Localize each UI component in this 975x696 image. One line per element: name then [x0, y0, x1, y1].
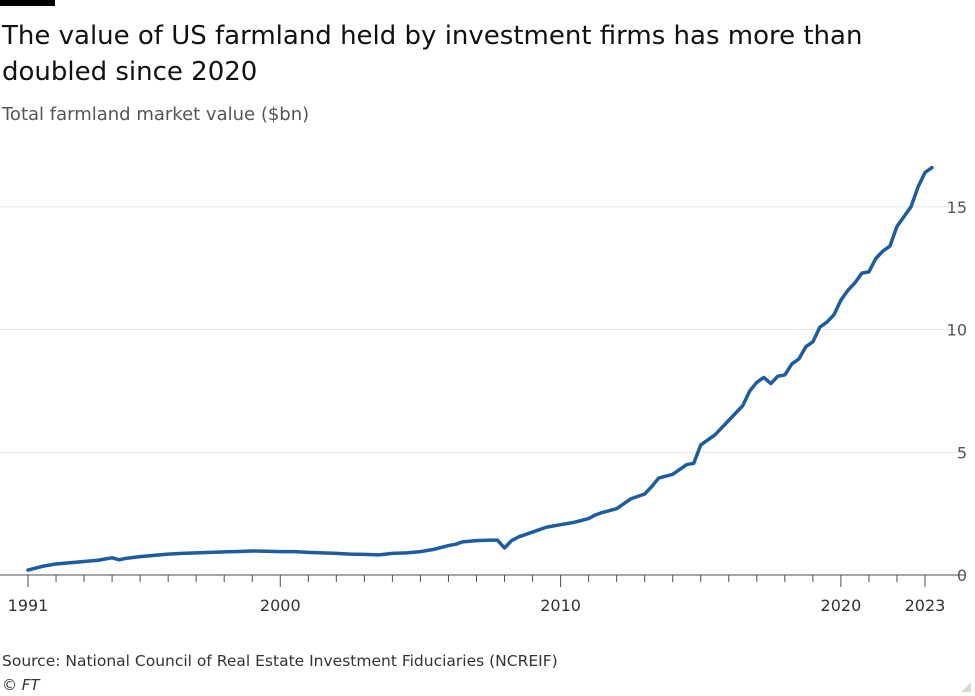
y-tick-label: 0 — [957, 566, 967, 585]
chart-title: The value of US farmland held by investm… — [2, 21, 863, 87]
y-tick-label: 5 — [957, 443, 967, 462]
x-tick-label: 2010 — [540, 596, 581, 615]
y-axis: 0 5 10 15 — [947, 198, 967, 585]
x-tick-label: 2023 — [905, 596, 946, 615]
x-tick-label: 1991 — [8, 596, 49, 615]
series-line — [26, 165, 934, 572]
line-chart: 1991 2000 2010 2020 2023 0 5 10 15 — [0, 165, 967, 615]
source-note: Source: National Council of Real Estate … — [2, 652, 558, 670]
y-tick-label: 15 — [947, 198, 967, 217]
x-tick-label: 2020 — [821, 596, 862, 615]
brand-bar — [0, 0, 55, 6]
x-tick-label: 2000 — [260, 596, 301, 615]
y-tick-label: 10 — [947, 321, 967, 340]
ft-credit: © FT — [2, 676, 40, 694]
series-layer — [26, 165, 934, 572]
chart-subtitle: Total farmland market value ($bn) — [2, 104, 310, 125]
gridlines — [0, 206, 965, 576]
corner-mark — [961, 682, 971, 692]
x-axis: 1991 2000 2010 2020 2023 — [8, 575, 946, 615]
